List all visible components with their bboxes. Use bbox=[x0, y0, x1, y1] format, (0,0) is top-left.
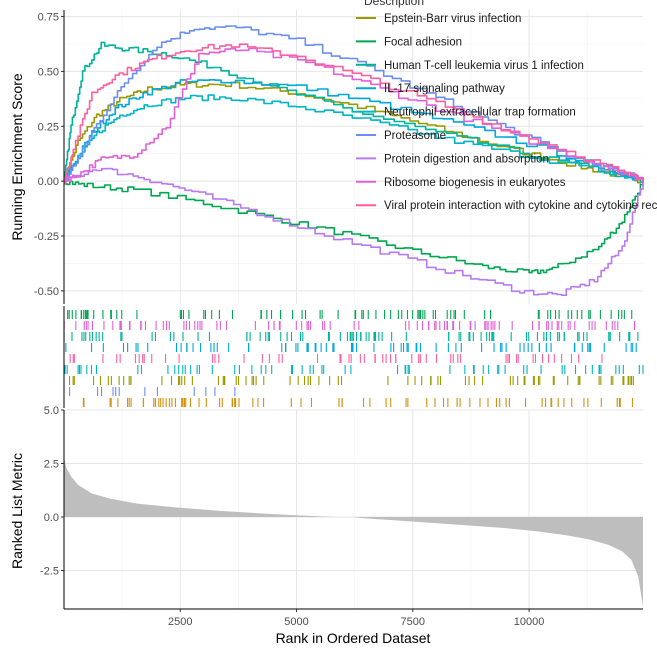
metric-y-axis-title: Ranked List Metric bbox=[9, 453, 25, 569]
enrichment-line bbox=[64, 79, 644, 183]
enrichment-line bbox=[64, 43, 644, 185]
legend-label: IL-17 signaling pathway bbox=[384, 83, 505, 95]
enrichment-line bbox=[64, 25, 644, 182]
legend-label: Focal adhesion bbox=[384, 36, 462, 48]
x-tick-label: 10000 bbox=[514, 616, 545, 628]
enrichment-y-tick-label: 0.00 bbox=[38, 176, 59, 188]
legend-header: Description bbox=[364, 0, 424, 8]
legend-label: Protein digestion and absorption bbox=[384, 153, 549, 165]
enrichment-y-tick-label: -0.50 bbox=[34, 286, 59, 298]
legend-label: Ribosome biogenesis in eukaryotes bbox=[384, 177, 566, 189]
enrichment-y-tick-label: -0.25 bbox=[34, 231, 59, 243]
legend-label: Epstein-Barr virus infection bbox=[384, 13, 521, 25]
enrichment-y-tick-label: 0.75 bbox=[38, 12, 59, 24]
metric-y-ticks: -2.5 0.0 2.5 5.0 bbox=[40, 405, 64, 577]
enrichment-line bbox=[64, 94, 644, 185]
metric-y-tick-label: 0.0 bbox=[44, 512, 59, 524]
enrichment-line bbox=[64, 47, 644, 184]
enrichment-panel: -0.50 -0.25 0.00 0.25 0.50 0.75 Running Enric… bbox=[9, 10, 644, 304]
x-tick-label: 5000 bbox=[284, 616, 308, 628]
metric-panel: -2.5 0.0 2.5 5.0 2500 5000 7500 10000 Ranked L… bbox=[9, 405, 643, 646]
enrichment-line bbox=[64, 180, 644, 275]
legend-items: Epstein-Barr virus infection Focal adhesi… bbox=[356, 13, 657, 212]
metric-y-tick-label: 5.0 bbox=[44, 405, 59, 417]
x-axis-title: Rank in Ordered Dataset bbox=[276, 630, 431, 646]
enrichment-line bbox=[64, 81, 644, 185]
enrichment-lines bbox=[64, 25, 644, 297]
legend-label: Human T-cell leukemia virus 1 infection bbox=[384, 60, 584, 72]
legend-label: Proteasome bbox=[384, 130, 446, 142]
legend-label: Viral protein interaction with cytokine … bbox=[384, 200, 657, 212]
gene-hit-rows bbox=[63, 310, 644, 407]
enrichment-line bbox=[64, 41, 644, 182]
enrichment-y-tick-label: 0.50 bbox=[38, 66, 59, 78]
x-tick-label: 2500 bbox=[168, 616, 192, 628]
hits-panel bbox=[63, 306, 644, 408]
x-tick-label: 7500 bbox=[401, 616, 425, 628]
enrichment-y-tick-label: 0.25 bbox=[38, 121, 59, 133]
x-ticks: 2500 5000 7500 10000 bbox=[168, 609, 544, 628]
metric-y-tick-label: 2.5 bbox=[44, 458, 59, 470]
metric-y-tick-label: -2.5 bbox=[40, 565, 59, 577]
enrichment-grid bbox=[64, 10, 643, 304]
ranked-metric-area bbox=[64, 457, 643, 607]
legend-label: Neutrophil extracellular trap formation bbox=[384, 107, 576, 119]
enrichment-y-ticks: -0.50 -0.25 0.00 0.25 0.50 0.75 bbox=[34, 12, 64, 298]
enrichment-line bbox=[64, 167, 644, 297]
legend: Description Epstein-Barr virus infection… bbox=[356, 0, 657, 212]
enrichment-y-axis-title: Running Enrichment Score bbox=[9, 73, 25, 241]
